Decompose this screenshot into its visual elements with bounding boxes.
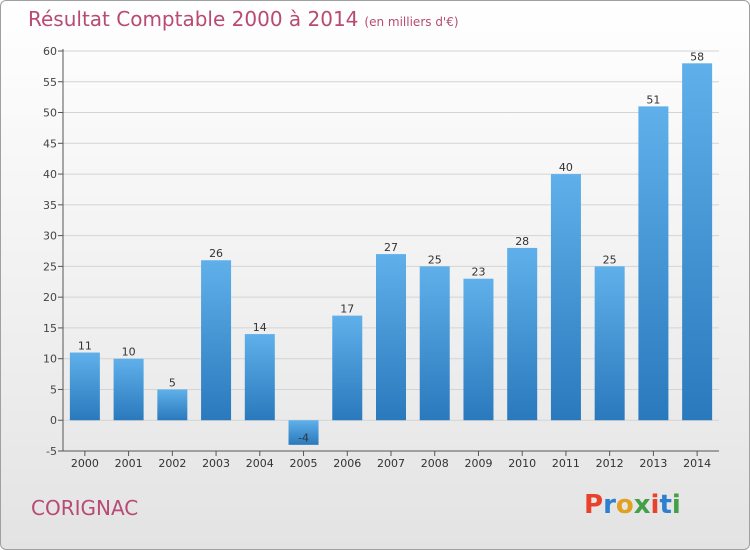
location-name: CORIGNAC <box>31 496 139 520</box>
x-tick-label-2003: 2003 <box>202 457 230 470</box>
x-tick-label-2001: 2001 <box>115 457 143 470</box>
y-tick-label: 30 <box>43 230 57 243</box>
bar-2008 <box>419 266 450 421</box>
chart-title-block: Résultat Comptable 2000 à 2014 (en millie… <box>28 7 459 31</box>
y-tick-label: 0 <box>50 414 57 427</box>
logo-letter: i <box>671 490 681 520</box>
data-label-2006: 17 <box>340 303 354 316</box>
bar-2001 <box>113 358 144 421</box>
bar-2006 <box>332 315 363 421</box>
x-tick-label-2004: 2004 <box>246 457 274 470</box>
bar-2005 <box>288 420 319 445</box>
y-tick-label: 40 <box>43 168 57 181</box>
chart-title: Résultat Comptable 2000 à 2014 <box>28 7 359 31</box>
y-tick-label: 10 <box>43 353 57 366</box>
bar-2007 <box>376 254 406 421</box>
data-label-2013: 51 <box>646 93 660 106</box>
logo-letter: x <box>633 490 651 520</box>
y-tick-label: 35 <box>43 199 57 212</box>
data-label-2008: 25 <box>428 253 442 266</box>
data-label-2012: 25 <box>603 253 617 266</box>
logo-letter: o <box>615 490 634 520</box>
y-tick-label: 25 <box>43 260 57 273</box>
y-tick-label: 55 <box>43 76 57 89</box>
data-label-2002: 5 <box>169 376 176 389</box>
bar-2004 <box>244 334 275 421</box>
y-tick-label: 60 <box>43 45 57 58</box>
y-tick-label: 20 <box>43 291 57 304</box>
data-label-2009: 23 <box>471 266 485 279</box>
data-label-2003: 26 <box>209 247 223 260</box>
y-tick-label: 15 <box>43 322 57 335</box>
y-tick-label: 50 <box>43 107 57 120</box>
x-tick-label-2000: 2000 <box>71 457 99 470</box>
data-label-2011: 40 <box>559 161 573 174</box>
y-tick-label: 5 <box>50 383 57 396</box>
data-label-2005: -4 <box>298 432 309 445</box>
logo-letter: i <box>650 490 660 520</box>
bar-2014 <box>682 63 713 421</box>
x-tick-label-2012: 2012 <box>596 457 624 470</box>
x-tick-label-2013: 2013 <box>639 457 667 470</box>
bar-2003 <box>201 260 232 421</box>
y-tick-label: -5 <box>46 445 57 458</box>
bar-2000 <box>69 352 100 421</box>
x-tick-label-2009: 2009 <box>464 457 492 470</box>
logo-letter: r <box>603 490 616 520</box>
bar-2011 <box>550 174 581 421</box>
x-tick-label-2005: 2005 <box>290 457 318 470</box>
data-label-2007: 27 <box>384 241 398 254</box>
bar-2013 <box>638 106 669 421</box>
x-tick-label-2014: 2014 <box>683 457 711 470</box>
x-tick-label-2011: 2011 <box>552 457 580 470</box>
logo-letter: t <box>659 490 672 520</box>
bar-2010 <box>507 247 538 421</box>
x-tick-label-2008: 2008 <box>421 457 449 470</box>
chart-subtitle: (en milliers d'€) <box>364 15 459 29</box>
x-tick-label-2007: 2007 <box>377 457 405 470</box>
data-label-2004: 14 <box>253 321 267 334</box>
logo-letter: P <box>584 490 604 520</box>
x-tick-label-2010: 2010 <box>508 457 536 470</box>
y-tick-label: 45 <box>43 137 57 150</box>
bar-2009 <box>463 278 494 421</box>
data-label-2000: 11 <box>78 340 92 353</box>
x-tick-label-2006: 2006 <box>333 457 361 470</box>
x-tick-label-2002: 2002 <box>158 457 186 470</box>
bar-2002 <box>157 389 188 421</box>
proxiti-logo[interactable]: Proxiti <box>584 490 681 520</box>
data-label-2014: 58 <box>690 50 704 63</box>
data-label-2001: 10 <box>122 346 136 359</box>
bar-2012 <box>594 266 625 421</box>
data-label-2010: 28 <box>515 235 529 248</box>
